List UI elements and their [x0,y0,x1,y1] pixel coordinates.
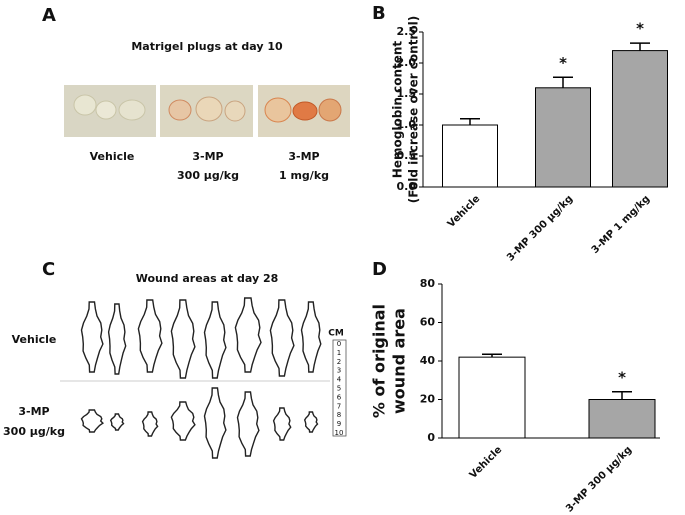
scale-unit: CM [328,329,344,339]
plug [95,100,117,120]
scale-tick: 0 [337,340,341,348]
wound-outline [107,303,127,375]
plug-label: 3-MP [192,150,223,163]
plug [168,99,192,121]
wound-outline [170,299,196,379]
significance-mark: * [618,368,626,386]
wound-outline [80,409,104,433]
plug-photos [64,85,350,137]
plug [118,99,146,121]
scale-tick: 2 [337,358,341,366]
wound-outline [141,411,159,437]
scale-tick: 7 [337,402,341,410]
scale-tick: 8 [337,411,341,419]
wound-outline [234,297,262,373]
y-tick-label: 0 [427,431,435,444]
plug [195,96,223,122]
row-label: Vehicle [12,333,57,346]
wound-outline [137,299,163,373]
panel-title: Wound areas at day 28 [136,272,279,285]
bar [535,87,591,188]
error-bar [612,391,632,400]
plug-label: 300 μg/kg [177,169,239,182]
y-axis-label: (Fold increase over control) [407,16,421,203]
wound-outline [203,387,227,459]
panel-letter: B [372,3,386,24]
scale-tick: 6 [337,393,342,401]
wound-outline [269,299,295,377]
plug-label: 1 mg/kg [279,169,329,182]
plug-label: 3-MP [288,150,319,163]
scale-tick: 1 [337,349,341,357]
wound-outline [303,411,319,433]
error-bar [460,118,480,125]
y-tick-label: 1.5 [397,87,417,100]
y-tick-label: 40 [420,354,436,367]
y-axis-label: wound area [390,308,409,414]
wound-outline [203,301,227,379]
scale-tick: 4 [337,376,342,384]
scale-tick: 5 [337,385,341,393]
error-bar [482,353,502,358]
wound-outline [236,391,260,457]
y-tick-label: 0.5 [397,149,417,162]
error-bar [630,42,650,51]
bar [612,50,668,188]
wound-outline [300,301,322,373]
wound-outline [80,301,104,373]
significance-mark: * [559,54,567,72]
y-tick-label: 2.0 [397,56,417,69]
plug [264,97,292,123]
wound-outline [109,413,125,431]
bar [458,356,526,439]
panel-letter: C [42,259,55,280]
bar [442,124,498,188]
panel-letter: A [42,5,56,26]
scale-tick: 3 [337,367,341,375]
plug [292,101,318,121]
scale-tick: 10 [335,429,344,437]
plug [73,94,97,116]
y-tick-label: 1.0 [397,118,417,131]
plug-label: Vehicle [90,150,135,163]
bar [588,399,656,439]
y-axis-label: % of original [370,304,389,418]
row-label: 3-MP [18,405,49,418]
plug [318,98,342,122]
scale-tick: 9 [337,420,341,428]
y-tick-label: 0.0 [397,180,417,193]
y-tick-label: 80 [420,277,436,290]
y-tick-label: 20 [420,393,436,406]
panel-letter: D [372,259,387,280]
wound-outline [272,407,292,441]
scale-ruler [332,339,347,437]
y-axis-label: Hemoglobin content [391,41,405,179]
panel-title: Matrigel plugs at day 10 [131,40,283,53]
significance-mark: * [636,20,644,38]
y-tick-label: 2.5 [397,25,417,38]
y-tick-label: 60 [420,316,436,329]
plug [224,100,246,122]
wound-outline [170,401,196,441]
row-label: 300 μg/kg [3,425,65,438]
error-bar [553,76,573,88]
